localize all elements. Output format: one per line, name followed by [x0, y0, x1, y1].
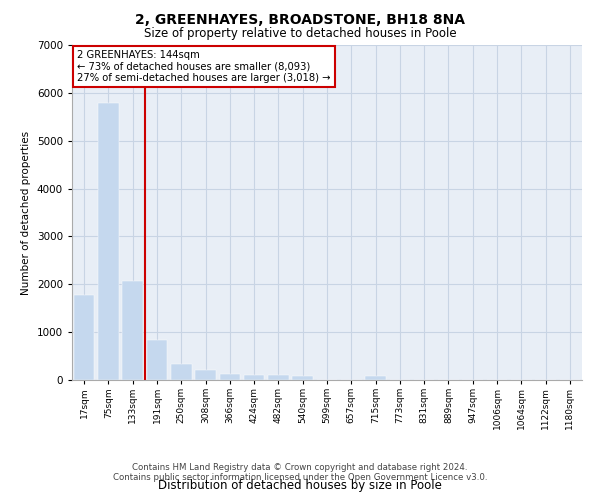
Bar [268, 376, 289, 380]
Text: 2 GREENHAYES: 144sqm
← 73% of detached houses are smaller (8,093)
27% of semi-de: 2 GREENHAYES: 144sqm ← 73% of detached h… [77, 50, 331, 83]
Bar [74, 295, 94, 380]
Text: Distribution of detached houses by size in Poole: Distribution of detached houses by size … [158, 480, 442, 492]
Text: Contains HM Land Registry data © Crown copyright and database right 2024.: Contains HM Land Registry data © Crown c… [132, 464, 468, 472]
Bar [122, 282, 143, 380]
Bar [146, 340, 167, 380]
Bar [365, 376, 386, 380]
Bar [292, 376, 313, 380]
Bar [171, 364, 191, 380]
Bar [98, 104, 119, 380]
Bar [244, 374, 265, 380]
Text: Contains public sector information licensed under the Open Government Licence v3: Contains public sector information licen… [113, 474, 487, 482]
Y-axis label: Number of detached properties: Number of detached properties [21, 130, 31, 294]
Text: 2, GREENHAYES, BROADSTONE, BH18 8NA: 2, GREENHAYES, BROADSTONE, BH18 8NA [135, 12, 465, 26]
Text: Size of property relative to detached houses in Poole: Size of property relative to detached ho… [143, 28, 457, 40]
Bar [220, 374, 240, 380]
Bar [195, 370, 216, 380]
